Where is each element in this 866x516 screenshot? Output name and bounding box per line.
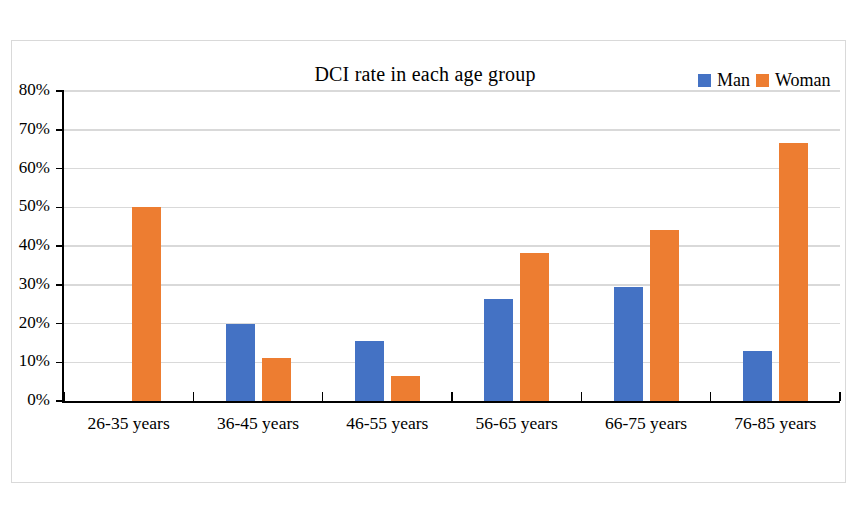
- y-axis-tick: [56, 129, 64, 131]
- gridline: [64, 90, 840, 92]
- bar-woman: [262, 358, 291, 401]
- x-boundary-tick: [710, 392, 712, 401]
- y-axis-label: 60%: [6, 158, 50, 178]
- y-axis-label: 30%: [6, 274, 50, 294]
- y-axis-label: 40%: [6, 235, 50, 255]
- x-boundary-tick: [193, 392, 195, 401]
- x-axis-label: 36-45 years: [193, 413, 322, 434]
- y-axis-tick: [56, 284, 64, 286]
- legend-label-man: Man: [717, 74, 750, 87]
- y-axis-label: 70%: [6, 119, 50, 139]
- bar-woman: [520, 253, 549, 401]
- x-axis-label: 46-55 years: [323, 413, 452, 434]
- legend-swatch-man-icon: [698, 74, 711, 87]
- bar-woman: [132, 207, 161, 401]
- x-axis-label: 56-65 years: [452, 413, 581, 434]
- gridline: [64, 362, 840, 364]
- x-axis-label: 26-35 years: [64, 413, 193, 434]
- x-boundary-tick: [451, 392, 453, 401]
- gridline: [64, 284, 840, 286]
- bar-man: [614, 287, 643, 401]
- y-axis-label: 0%: [6, 390, 50, 410]
- chart-frame: DCI rate in each age group Man Woman 0%1…: [11, 40, 846, 483]
- x-boundary-tick: [63, 392, 65, 401]
- bar-man: [226, 324, 255, 402]
- plot-area: 0%10%20%30%40%50%60%70%80%26-35 years36-…: [62, 91, 840, 403]
- bar-woman: [779, 143, 808, 401]
- bar-woman: [650, 230, 679, 401]
- y-axis-label: 20%: [6, 313, 50, 333]
- gridline: [64, 168, 840, 170]
- x-axis-label: 76-85 years: [711, 413, 840, 434]
- x-boundary-tick: [581, 392, 583, 401]
- bar-man: [743, 351, 772, 401]
- chart-canvas: DCI rate in each age group Man Woman 0%1…: [0, 0, 866, 516]
- y-axis-tick: [56, 323, 64, 325]
- x-axis-label: 66-75 years: [581, 413, 710, 434]
- bar-woman: [391, 376, 420, 401]
- bar-man: [355, 341, 384, 401]
- y-axis-label: 80%: [6, 80, 50, 100]
- y-axis-tick: [56, 168, 64, 170]
- legend-swatch-woman-icon: [756, 74, 769, 87]
- legend-label-woman: Woman: [775, 74, 831, 87]
- y-axis-tick: [56, 207, 64, 209]
- gridline: [64, 207, 840, 209]
- legend: Man Woman: [698, 74, 831, 87]
- y-axis-tick: [56, 362, 64, 364]
- x-boundary-tick: [322, 392, 324, 401]
- x-boundary-tick: [839, 392, 841, 401]
- y-axis-label: 10%: [6, 351, 50, 371]
- y-axis-tick: [56, 90, 64, 92]
- y-axis-tick: [56, 245, 64, 247]
- gridline: [64, 245, 840, 247]
- y-axis-label: 50%: [6, 196, 50, 216]
- gridline: [64, 323, 840, 325]
- gridline: [64, 129, 840, 131]
- bar-man: [484, 299, 513, 401]
